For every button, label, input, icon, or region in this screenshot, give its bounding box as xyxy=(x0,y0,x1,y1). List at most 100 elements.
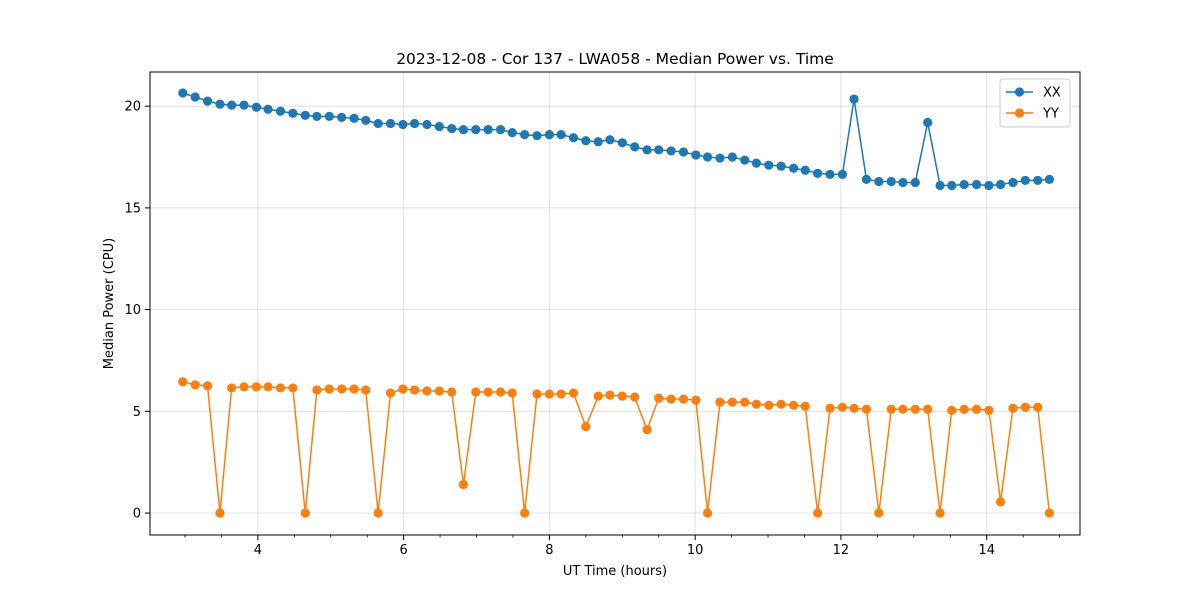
ticks: 4 6 8 10 12 14 0 5 10 15 20 xyxy=(124,100,1060,558)
point-yy xyxy=(959,404,969,414)
point-yy xyxy=(898,404,908,414)
point-yy xyxy=(215,508,225,518)
point-yy xyxy=(544,389,555,399)
point-yy xyxy=(385,388,396,398)
point-yy xyxy=(581,421,591,432)
point-xx xyxy=(593,137,603,147)
point-yy xyxy=(935,508,945,518)
point-xx xyxy=(715,153,725,163)
point-yy xyxy=(398,384,408,394)
x-axis-label: UT Time (hours) xyxy=(563,564,667,579)
point-yy xyxy=(776,399,786,409)
point-xx xyxy=(178,88,188,98)
point-yy xyxy=(275,383,286,393)
point-yy xyxy=(740,397,750,407)
point-yy xyxy=(495,387,506,397)
point-yy xyxy=(409,385,420,395)
point-yy xyxy=(788,400,799,410)
point-yy xyxy=(971,404,982,414)
point-xx xyxy=(361,115,371,126)
y-tick-label: 10 xyxy=(124,303,141,318)
series-layer xyxy=(178,88,1054,518)
point-xx xyxy=(532,131,542,141)
point-xx xyxy=(825,169,835,179)
point-xx xyxy=(935,180,945,191)
point-yy xyxy=(654,393,664,403)
point-yy xyxy=(1033,402,1043,412)
point-xx xyxy=(751,158,761,168)
point-yy xyxy=(764,400,774,410)
y-tick-label: 5 xyxy=(133,405,141,420)
point-xx xyxy=(520,130,530,140)
point-yy xyxy=(202,381,213,391)
point-yy xyxy=(605,390,615,400)
point-yy xyxy=(617,391,627,401)
point-xx xyxy=(544,130,555,140)
point-xx xyxy=(556,130,566,140)
point-xx xyxy=(495,124,506,135)
point-yy xyxy=(995,497,1006,507)
point-yy xyxy=(593,391,603,401)
point-yy xyxy=(507,388,517,398)
point-yy xyxy=(483,387,493,397)
x-tick-label: 14 xyxy=(978,543,995,558)
point-xx xyxy=(581,136,591,146)
point-yy xyxy=(227,383,237,393)
point-yy xyxy=(923,404,933,414)
x-tick-label: 6 xyxy=(399,543,407,558)
point-xx xyxy=(776,161,786,171)
point-xx xyxy=(263,104,273,114)
point-xx xyxy=(483,124,493,135)
point-xx xyxy=(605,135,615,145)
point-xx xyxy=(337,112,347,122)
point-yy xyxy=(691,395,701,405)
point-xx xyxy=(617,138,627,148)
point-xx xyxy=(324,111,334,121)
point-xx xyxy=(764,160,774,170)
point-xx xyxy=(740,155,750,165)
point-yy xyxy=(458,479,468,490)
point-yy xyxy=(422,386,432,396)
point-yy xyxy=(434,386,444,396)
plot-frame xyxy=(149,71,1081,536)
point-xx xyxy=(349,113,359,123)
point-yy xyxy=(178,377,188,387)
point-yy xyxy=(666,394,676,404)
point-yy xyxy=(910,404,920,414)
y-tick-label: 0 xyxy=(133,507,141,522)
point-yy xyxy=(520,508,530,518)
point-yy xyxy=(532,389,542,399)
point-yy xyxy=(239,382,249,392)
x-tick-label: 10 xyxy=(687,543,704,558)
point-xx xyxy=(447,123,457,134)
point-xx xyxy=(300,110,310,120)
point-xx xyxy=(1044,174,1054,185)
point-xx xyxy=(507,128,517,138)
point-yy xyxy=(1044,508,1054,518)
point-yy xyxy=(373,508,383,518)
point-xx xyxy=(678,147,689,157)
point-xx xyxy=(202,96,213,106)
point-xx xyxy=(398,119,408,130)
point-yy xyxy=(984,405,994,415)
chart-title: 2023-12-08 - Cor 137 - LWA058 - Median P… xyxy=(396,50,834,68)
legend-marker-xx xyxy=(1014,87,1025,97)
grid xyxy=(150,72,1080,535)
point-xx xyxy=(227,100,237,110)
point-yy xyxy=(288,383,298,393)
point-xx xyxy=(971,179,982,190)
point-xx xyxy=(409,118,420,129)
point-yy xyxy=(642,425,652,435)
point-xx xyxy=(434,121,444,132)
point-xx xyxy=(1020,175,1030,186)
point-xx xyxy=(666,146,676,156)
point-yy xyxy=(678,394,689,404)
point-xx xyxy=(1008,177,1018,188)
point-xx xyxy=(215,99,225,109)
point-yy xyxy=(471,387,481,397)
point-xx xyxy=(959,179,969,190)
point-yy xyxy=(349,384,359,394)
point-yy xyxy=(813,508,823,518)
point-yy xyxy=(727,397,737,407)
x-tick-label: 4 xyxy=(254,543,262,558)
